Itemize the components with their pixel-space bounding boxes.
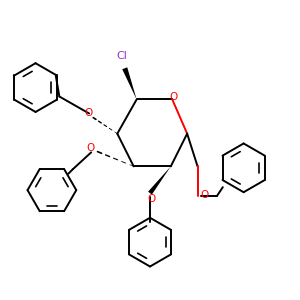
Text: O: O <box>200 190 208 200</box>
Text: O: O <box>86 142 95 153</box>
Text: Cl: Cl <box>116 51 127 61</box>
Text: O: O <box>84 108 92 118</box>
Text: O: O <box>147 194 156 204</box>
Polygon shape <box>122 67 136 100</box>
Text: O: O <box>170 92 178 101</box>
Polygon shape <box>148 166 171 195</box>
